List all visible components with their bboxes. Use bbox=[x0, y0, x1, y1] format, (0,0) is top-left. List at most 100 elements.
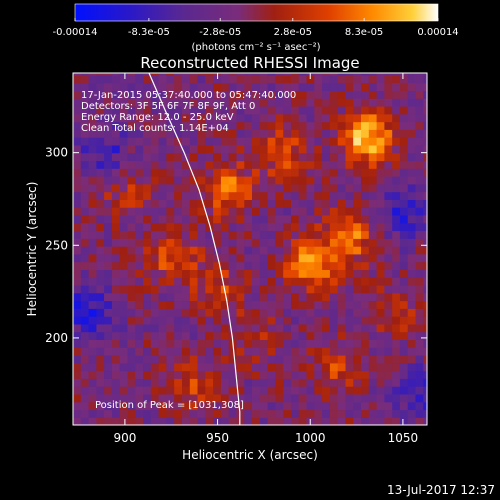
heatmap-cell bbox=[80, 144, 90, 154]
heatmap-cell bbox=[174, 292, 183, 302]
heatmap-cell bbox=[423, 113, 427, 123]
heatmap-cell bbox=[291, 160, 300, 169]
heatmap-cell bbox=[189, 82, 199, 91]
heatmap-cell bbox=[306, 160, 315, 169]
heatmap-cell bbox=[306, 129, 315, 138]
heatmap-cell bbox=[322, 144, 331, 154]
heatmap-cell bbox=[182, 144, 191, 154]
heatmap-cell bbox=[104, 90, 113, 99]
heatmap-cell bbox=[392, 386, 401, 395]
heatmap-cell bbox=[337, 152, 347, 162]
heatmap-cell bbox=[174, 73, 183, 76]
heatmap-cell bbox=[259, 90, 269, 99]
heatmap-cell bbox=[415, 73, 424, 76]
heatmap-cell bbox=[353, 238, 362, 247]
heatmap-cell bbox=[275, 74, 284, 84]
heatmap-cell bbox=[158, 129, 167, 138]
heatmap-cell bbox=[228, 331, 238, 340]
heatmap-cell bbox=[88, 355, 97, 364]
heatmap-cell bbox=[197, 168, 206, 177]
heatmap-cell bbox=[244, 222, 253, 232]
heatmap-cell bbox=[298, 106, 308, 115]
heatmap-cell bbox=[322, 113, 331, 123]
heatmap-cell bbox=[423, 106, 427, 115]
heatmap-cell bbox=[182, 82, 191, 91]
heatmap-cell bbox=[213, 409, 222, 418]
heatmap-cell bbox=[337, 316, 347, 325]
heatmap-cell bbox=[407, 316, 417, 325]
annotation-block: 17-Jan-2015 05:37:40.000 to 05:47:40.000… bbox=[81, 90, 296, 134]
heatmap-cell bbox=[314, 230, 323, 239]
heatmap-cell bbox=[80, 129, 90, 138]
heatmap-cell bbox=[135, 409, 144, 418]
heatmap-cell bbox=[228, 347, 238, 356]
heatmap-cell bbox=[361, 98, 370, 107]
heatmap-cell bbox=[143, 176, 152, 185]
heatmap-cell bbox=[174, 137, 183, 146]
heatmap-cell bbox=[314, 113, 323, 123]
heatmap-cell bbox=[104, 362, 113, 372]
heatmap-cell bbox=[291, 199, 300, 208]
heatmap-cell bbox=[111, 393, 121, 403]
heatmap-cell bbox=[267, 393, 276, 403]
heatmap-cell bbox=[205, 73, 214, 76]
heatmap-cell bbox=[415, 253, 424, 263]
heatmap-cell bbox=[415, 214, 424, 224]
heatmap-cell bbox=[337, 362, 347, 372]
heatmap-cell bbox=[399, 292, 409, 302]
heatmap-cell bbox=[80, 152, 90, 162]
heatmap-cell bbox=[291, 308, 300, 317]
heatmap-cell bbox=[392, 316, 401, 325]
heatmap-cell bbox=[407, 176, 417, 185]
heatmap-cell bbox=[150, 331, 160, 340]
x-tick-label: 1050 bbox=[388, 431, 419, 445]
heatmap-cell bbox=[244, 386, 253, 395]
heatmap-cell bbox=[236, 308, 245, 317]
heatmap-cell bbox=[314, 316, 323, 325]
heatmap-cell bbox=[220, 339, 230, 348]
heatmap-cell bbox=[353, 82, 362, 91]
heatmap-cell bbox=[283, 347, 292, 356]
heatmap-cell bbox=[228, 417, 238, 425]
heatmap-cell bbox=[213, 90, 222, 99]
heatmap-pixels bbox=[73, 73, 427, 425]
heatmap-cell bbox=[337, 269, 347, 278]
heatmap-cell bbox=[337, 323, 347, 333]
heatmap-cell bbox=[197, 176, 206, 185]
heatmap-cell bbox=[314, 323, 323, 333]
heatmap-cell bbox=[73, 238, 82, 247]
heatmap-cell bbox=[399, 253, 409, 263]
heatmap-cell bbox=[267, 129, 276, 138]
heatmap-cell bbox=[399, 417, 409, 425]
heatmap-cell bbox=[252, 73, 261, 76]
chart-title: Reconstructed RHESSI Image bbox=[140, 54, 359, 72]
heatmap-cell bbox=[252, 168, 261, 177]
heatmap-cell bbox=[80, 90, 90, 99]
heatmap-cell bbox=[259, 238, 269, 247]
heatmap-cell bbox=[361, 144, 370, 154]
heatmap-cell bbox=[166, 129, 175, 138]
heatmap-cell bbox=[267, 106, 276, 115]
heatmap-cell bbox=[158, 152, 167, 162]
heatmap-cell bbox=[244, 152, 253, 162]
heatmap-cell bbox=[220, 160, 230, 169]
heatmap-cell bbox=[252, 222, 261, 232]
heatmap-cell bbox=[361, 409, 370, 418]
heatmap-cell bbox=[135, 417, 144, 425]
heatmap-cell bbox=[275, 323, 284, 333]
heatmap-cell bbox=[283, 137, 292, 146]
heatmap-cell bbox=[361, 238, 370, 247]
heatmap-cell bbox=[376, 74, 385, 84]
heatmap-cell bbox=[415, 74, 424, 84]
heatmap-cell bbox=[228, 300, 238, 309]
heatmap-cell bbox=[283, 339, 292, 348]
heatmap-cell bbox=[298, 82, 308, 91]
heatmap-cell bbox=[314, 168, 323, 177]
heatmap-cell bbox=[197, 378, 206, 387]
heatmap-cell bbox=[337, 331, 347, 340]
heatmap-cell bbox=[361, 393, 370, 403]
heatmap-cell bbox=[291, 73, 300, 76]
heatmap-cell bbox=[252, 207, 261, 216]
heatmap-cell bbox=[392, 409, 401, 418]
heatmap-cell bbox=[174, 113, 183, 123]
